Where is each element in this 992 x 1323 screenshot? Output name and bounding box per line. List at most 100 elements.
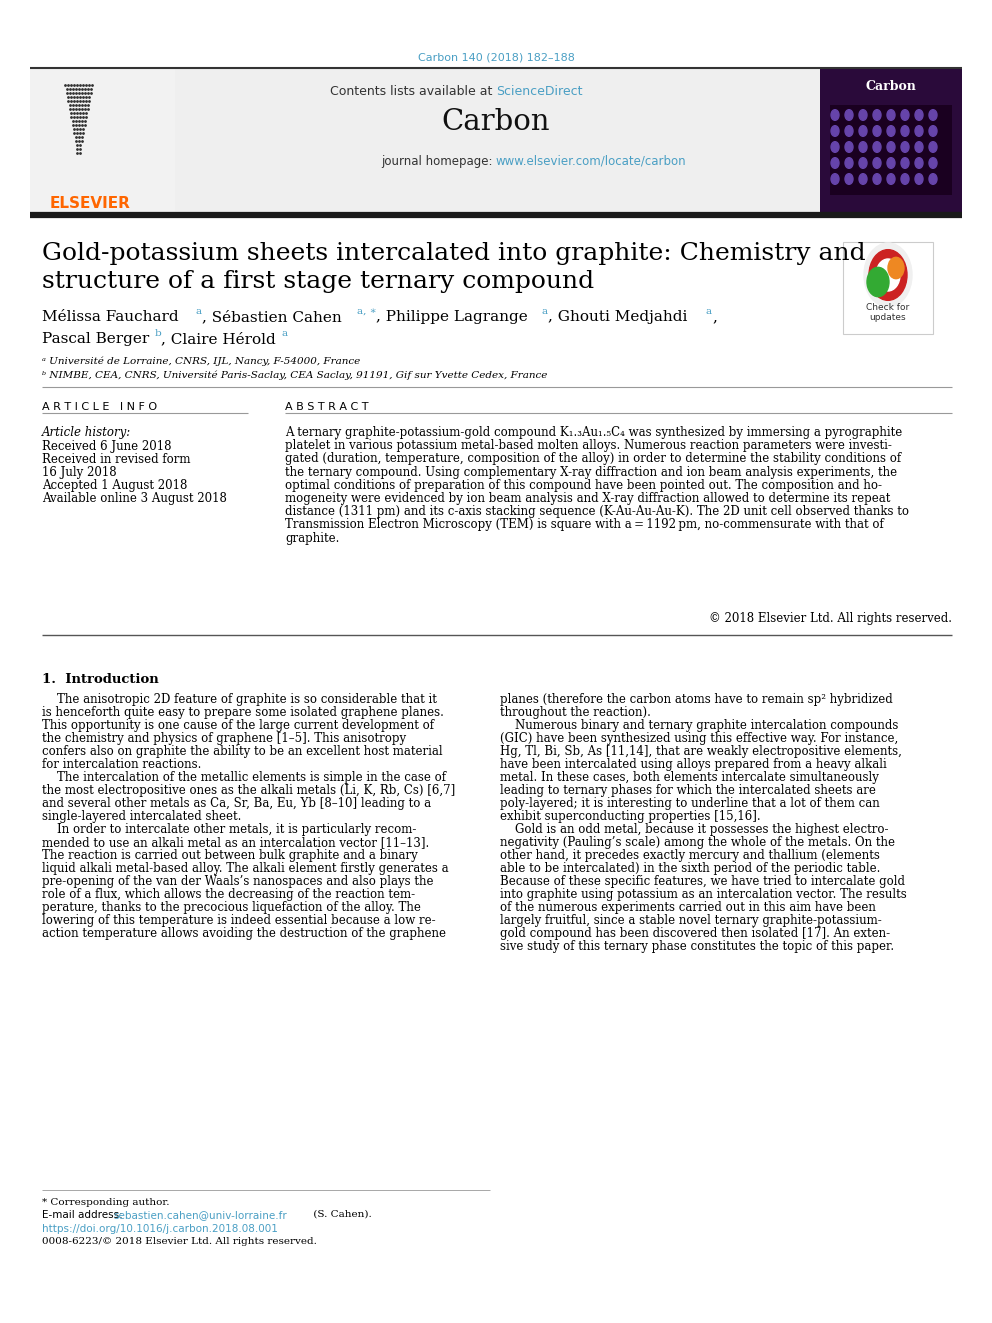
Circle shape [831, 157, 839, 168]
Text: graphite.: graphite. [285, 532, 339, 545]
Point [66, 90, 82, 111]
Text: 16 July 2018: 16 July 2018 [42, 466, 117, 479]
Point [67, 114, 83, 135]
Text: poly-layered; it is interesting to underline that a lot of them can: poly-layered; it is interesting to under… [500, 796, 880, 810]
Point [66, 74, 82, 95]
Point [63, 74, 79, 95]
Point [69, 143, 85, 164]
Text: , Claire Hérold: , Claire Hérold [161, 332, 276, 347]
Text: Numerous binary and ternary graphite intercalation compounds: Numerous binary and ternary graphite int… [500, 718, 899, 732]
Circle shape [901, 142, 909, 152]
Point [72, 143, 88, 164]
Circle shape [887, 110, 895, 120]
Text: the most electropositive ones as the alkali metals (Li, K, Rb, Cs) [6,7]: the most electropositive ones as the alk… [42, 785, 455, 796]
Text: a: a [196, 307, 202, 316]
Text: www.elsevier.com/locate/carbon: www.elsevier.com/locate/carbon [496, 155, 686, 168]
Point [64, 94, 80, 115]
Point [70, 131, 86, 152]
Text: Mélissa Fauchard: Mélissa Fauchard [42, 310, 179, 324]
Circle shape [915, 142, 923, 152]
Text: Carbon: Carbon [866, 79, 917, 93]
Point [70, 114, 86, 135]
Point [59, 82, 74, 103]
Circle shape [859, 142, 867, 152]
Text: journal homepage:: journal homepage: [381, 155, 496, 168]
Text: gated (duration, temperature, composition of the alloy) in order to determine th: gated (duration, temperature, compositio… [285, 452, 901, 466]
Point [67, 127, 83, 148]
Point [69, 135, 85, 156]
Point [63, 106, 79, 127]
Point [70, 82, 86, 103]
Point [63, 102, 79, 123]
Circle shape [873, 126, 881, 136]
Circle shape [873, 110, 881, 120]
Text: The anisotropic 2D feature of graphite is so considerable that it: The anisotropic 2D feature of graphite i… [42, 693, 436, 706]
Point [82, 82, 98, 103]
Text: structure of a first stage ternary compound: structure of a first stage ternary compo… [42, 270, 594, 292]
Text: mogeneity were evidenced by ion beam analysis and X-ray diffraction allowed to d: mogeneity were evidenced by ion beam ana… [285, 492, 891, 505]
Point [64, 114, 80, 135]
Point [82, 78, 98, 99]
Text: pre-opening of the van der Waals’s nanospaces and also plays the: pre-opening of the van der Waals’s nanos… [42, 875, 434, 888]
Point [70, 98, 86, 119]
Circle shape [859, 110, 867, 120]
Point [66, 86, 82, 107]
Circle shape [831, 142, 839, 152]
Circle shape [869, 250, 907, 300]
Circle shape [915, 110, 923, 120]
FancyBboxPatch shape [830, 105, 952, 194]
Point [72, 74, 88, 95]
Text: for intercalation reactions.: for intercalation reactions. [42, 758, 201, 771]
Text: gold compound has been discovered then isolated [17]. An exten-: gold compound has been discovered then i… [500, 927, 890, 941]
Point [73, 98, 89, 119]
Text: optimal conditions of preparation of this compound have been pointed out. The co: optimal conditions of preparation of thi… [285, 479, 882, 492]
Text: the chemistry and physics of graphene [1–5]. This anisotropy: the chemistry and physics of graphene [1… [42, 732, 406, 745]
Text: A R T I C L E   I N F O: A R T I C L E I N F O [42, 402, 157, 411]
Text: Accepted 1 August 2018: Accepted 1 August 2018 [42, 479, 187, 492]
Point [66, 102, 82, 123]
Point [79, 82, 95, 103]
Text: Carbon: Carbon [441, 108, 551, 136]
Point [69, 119, 85, 140]
Circle shape [929, 110, 937, 120]
Point [76, 94, 92, 115]
Circle shape [845, 126, 853, 136]
Text: platelet in various potassium metal-based molten alloys. Numerous reaction param: platelet in various potassium metal-base… [285, 439, 892, 452]
Text: Because of these specific features, we have tried to intercalate gold: Because of these specific features, we h… [500, 875, 905, 888]
Text: planes (therefore the carbon atoms have to remain sp² hybridized: planes (therefore the carbon atoms have … [500, 693, 893, 706]
Text: Received in revised form: Received in revised form [42, 452, 190, 466]
Text: ,: , [712, 310, 717, 324]
Text: perature, thanks to the precocious liquefaction of the alloy. The: perature, thanks to the precocious lique… [42, 901, 421, 914]
Point [75, 86, 91, 107]
Point [72, 123, 88, 144]
Point [73, 78, 89, 99]
Point [64, 98, 80, 119]
Point [75, 123, 91, 144]
Text: 0008-6223/© 2018 Elsevier Ltd. All rights reserved.: 0008-6223/© 2018 Elsevier Ltd. All right… [42, 1237, 316, 1246]
Text: other hand, it precedes exactly mercury and thallium (elements: other hand, it precedes exactly mercury … [500, 849, 880, 863]
Text: Received 6 June 2018: Received 6 June 2018 [42, 441, 172, 452]
FancyBboxPatch shape [820, 67, 962, 216]
Text: ScienceDirect: ScienceDirect [496, 85, 582, 98]
Point [62, 78, 77, 99]
Point [67, 131, 83, 152]
Circle shape [873, 142, 881, 152]
Point [69, 74, 85, 95]
Circle shape [873, 157, 881, 168]
Point [62, 94, 77, 115]
Point [81, 86, 97, 107]
Point [79, 78, 95, 99]
Point [73, 94, 89, 115]
Point [79, 98, 95, 119]
Text: into graphite using potassium as an intercalation vector. The results: into graphite using potassium as an inte… [500, 888, 907, 901]
Point [75, 90, 91, 111]
Point [58, 74, 73, 95]
Point [63, 90, 79, 111]
Text: sebastien.cahen@univ-lorraine.fr: sebastien.cahen@univ-lorraine.fr [113, 1211, 287, 1220]
Text: Gold is an odd metal, because it possesses the highest electro-: Gold is an odd metal, because it possess… [500, 823, 889, 836]
Point [78, 102, 94, 123]
Text: a: a [706, 307, 712, 316]
Point [72, 86, 88, 107]
Text: single-layered intercalated sheet.: single-layered intercalated sheet. [42, 810, 241, 823]
Circle shape [888, 258, 904, 279]
